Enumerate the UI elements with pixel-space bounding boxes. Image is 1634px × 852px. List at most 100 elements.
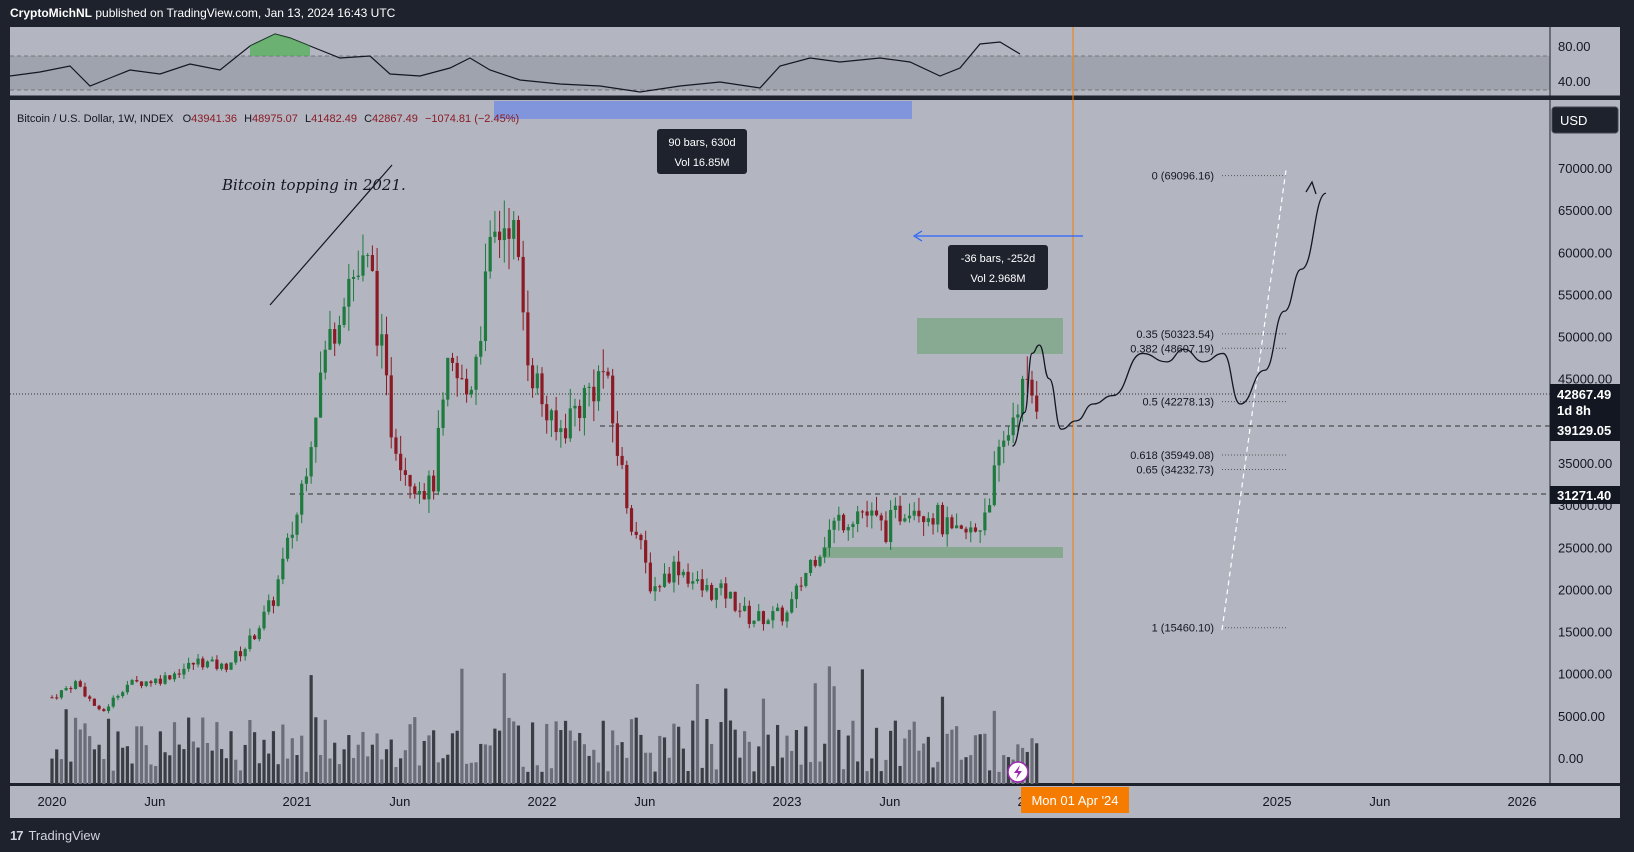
ohlc-legend: Bitcoin / U.S. Dollar, 1W, INDEX O43941.… bbox=[17, 113, 519, 125]
candle-body bbox=[987, 505, 992, 513]
resistance-zone[interactable] bbox=[917, 318, 1063, 354]
price-scale[interactable] bbox=[1550, 100, 1620, 784]
candle-body bbox=[1016, 414, 1020, 418]
candle-body bbox=[950, 517, 954, 529]
price-tick-label: 5000.00 bbox=[1558, 709, 1605, 724]
volume-bar bbox=[474, 762, 478, 784]
volume-bar bbox=[238, 770, 243, 784]
footer: 17 TradingView bbox=[0, 818, 1634, 852]
fibonacci-levels[interactable]: 0 (69096.16) 0.35 (50323.54) 0.382 (48607.… bbox=[1130, 171, 1286, 635]
volume-bar bbox=[761, 698, 766, 784]
fib-level-label: 0.382 (48607.19) bbox=[1130, 343, 1214, 355]
candle-body bbox=[271, 600, 276, 606]
bitcoin-chart[interactable]: Bitcoin topping in 2021. 90 bars, 630d V… bbox=[0, 26, 1634, 818]
volume-bar bbox=[83, 723, 87, 784]
candle-body bbox=[771, 611, 775, 621]
candle-body bbox=[154, 678, 158, 684]
candle-body bbox=[432, 475, 436, 492]
candle-body bbox=[238, 651, 243, 657]
legend-symbol: Bitcoin / U.S. Dollar, 1W, INDEX bbox=[17, 113, 174, 125]
volume-bar bbox=[1002, 755, 1006, 784]
volume-bar bbox=[705, 719, 709, 784]
candle-body bbox=[163, 675, 167, 684]
candle-body bbox=[177, 673, 181, 675]
candle-body bbox=[479, 341, 483, 357]
candle-body bbox=[267, 600, 271, 612]
volume-bar bbox=[884, 759, 888, 784]
volume-bar bbox=[144, 745, 148, 784]
volume-bar bbox=[648, 752, 652, 784]
volume-bar bbox=[695, 683, 700, 784]
candle-body bbox=[257, 628, 261, 640]
candle-body bbox=[563, 428, 568, 439]
time-axis[interactable] bbox=[10, 786, 1620, 818]
volume-bar bbox=[271, 731, 276, 784]
volume-bar bbox=[724, 688, 728, 784]
candle-body bbox=[502, 228, 506, 241]
volume-bar bbox=[992, 710, 996, 784]
candle-body bbox=[1011, 417, 1015, 436]
legend-o-label: O bbox=[183, 113, 192, 125]
candle-body bbox=[333, 329, 337, 344]
volume-bar bbox=[135, 726, 139, 784]
volume-bar bbox=[1035, 743, 1039, 784]
candle-body bbox=[182, 668, 186, 675]
price-tick-label: 20000.00 bbox=[1558, 582, 1612, 597]
volume-bar bbox=[309, 675, 313, 784]
time-tick-label: Jun bbox=[634, 794, 655, 809]
volume-bar bbox=[997, 771, 1001, 784]
annotation-text[interactable]: Bitcoin topping in 2021. bbox=[221, 176, 406, 194]
volume-bar bbox=[747, 741, 751, 784]
support-zone[interactable] bbox=[822, 547, 1063, 558]
volume-bar bbox=[267, 753, 271, 784]
volume-bar bbox=[446, 754, 450, 784]
tradingview-logo-icon[interactable]: 17 bbox=[10, 827, 24, 843]
candle-body bbox=[658, 586, 662, 588]
currency-button[interactable] bbox=[1551, 106, 1619, 134]
volume-bar bbox=[205, 742, 210, 784]
fib-diagonal bbox=[1221, 169, 1287, 631]
candle-body bbox=[804, 572, 808, 586]
candle-body bbox=[314, 417, 318, 448]
legend-close: 42867.49 bbox=[372, 113, 418, 125]
candle-body bbox=[285, 537, 290, 559]
fib-level-label: 0.35 (50323.54) bbox=[1136, 329, 1214, 341]
candle-body bbox=[997, 446, 1001, 466]
candle-body bbox=[106, 706, 111, 712]
author-name[interactable]: CryptoMichNL bbox=[10, 6, 92, 20]
volume-bar bbox=[394, 767, 398, 784]
volume-bar bbox=[413, 717, 417, 784]
publish-header: CryptoMichNL published on TradingView.co… bbox=[0, 0, 1634, 26]
volume-bar bbox=[582, 744, 587, 784]
volume-bar bbox=[182, 749, 186, 784]
price-pane[interactable] bbox=[10, 100, 1550, 784]
candle-body bbox=[144, 681, 148, 686]
candle-body bbox=[559, 428, 563, 433]
measure-label-1 bbox=[657, 129, 747, 174]
volume-bar bbox=[856, 761, 860, 784]
candle-body bbox=[653, 586, 657, 592]
measure-range-box[interactable] bbox=[494, 101, 912, 119]
candle-body bbox=[408, 474, 412, 487]
topping-trendline[interactable] bbox=[269, 164, 393, 306]
volume-bar bbox=[615, 745, 619, 784]
candle-body bbox=[945, 517, 949, 535]
candle-body bbox=[837, 514, 841, 521]
volume-bar bbox=[351, 757, 356, 784]
volume-bar bbox=[252, 732, 257, 784]
legend-high: 48975.07 bbox=[252, 113, 298, 125]
candle-body bbox=[88, 696, 92, 699]
price-axis[interactable]: 0.00 5000.00 10000.00 15000.00 20000.00 25000… bbox=[1558, 161, 1612, 766]
footer-brand[interactable]: TradingView bbox=[28, 827, 101, 843]
projection-path[interactable] bbox=[1012, 192, 1327, 447]
volume-bar bbox=[234, 759, 238, 784]
candle-body bbox=[304, 476, 309, 484]
volume-bar bbox=[987, 770, 992, 784]
volume-bar bbox=[92, 749, 97, 784]
candle-body bbox=[290, 534, 294, 538]
volume-bar bbox=[432, 730, 436, 784]
candle-body bbox=[611, 375, 615, 424]
volume-bar bbox=[318, 754, 323, 784]
candle-body bbox=[917, 510, 921, 517]
volume-bar bbox=[229, 731, 233, 784]
